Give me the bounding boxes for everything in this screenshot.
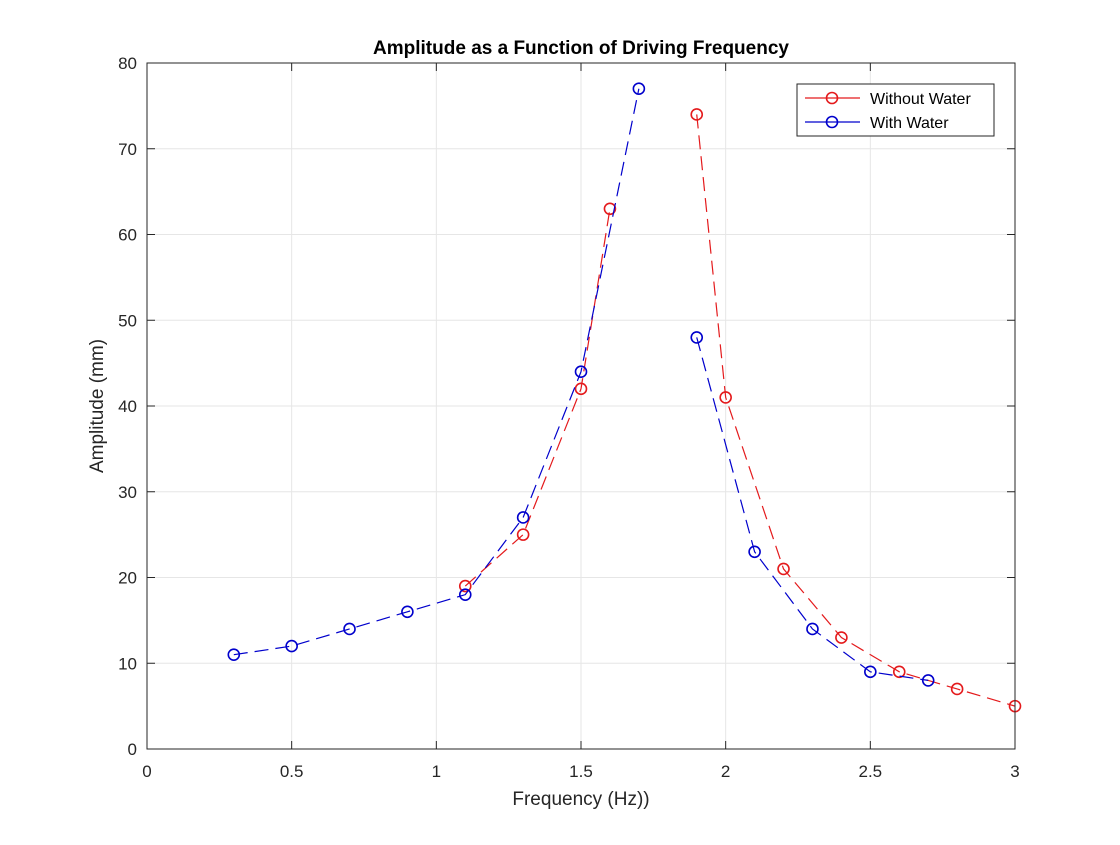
y-tick-label: 0 [128, 740, 137, 759]
data-point-without-water [574, 382, 588, 396]
data-point-with-water [285, 639, 298, 653]
data-point-without-water [516, 528, 530, 541]
data-point-with-water [574, 365, 588, 379]
x-tick-label: 3 [1010, 762, 1019, 781]
y-tick-label: 40 [118, 397, 137, 416]
x-tick-label: 2 [721, 762, 730, 781]
data-point-without-water [777, 562, 790, 576]
data-point-with-water [632, 82, 646, 96]
data-point-with-water [921, 674, 935, 687]
data-point-without-water [719, 391, 732, 404]
series-line-with-water [696, 337, 929, 681]
data-point-without-water [835, 631, 848, 644]
data-point-with-water [458, 588, 472, 601]
data-point-without-water [690, 108, 704, 121]
legend-marker-with-water [825, 115, 839, 129]
data-point-with-water [864, 665, 877, 679]
data-point-with-water [516, 511, 530, 524]
x-tick-label: 2.5 [859, 762, 883, 781]
data-point-without-water [603, 202, 617, 216]
chart-title: Amplitude as a Function of Driving Frequ… [373, 38, 789, 59]
data-point-with-water [343, 622, 356, 636]
series-line-without-water [696, 114, 1016, 707]
y-tick-label: 30 [118, 483, 137, 502]
x-tick-label: 1 [432, 762, 441, 781]
data-point-without-water [458, 579, 472, 593]
y-tick-label: 50 [118, 311, 137, 330]
legend: Without Water With Water [796, 83, 995, 137]
data-point-with-water [690, 331, 704, 344]
y-tick-label: 70 [118, 140, 137, 159]
series-layer [227, 82, 1022, 713]
data-point-without-water [892, 665, 906, 679]
y-tick-label: 20 [118, 569, 137, 588]
y-tick-label: 60 [118, 226, 137, 245]
y-tick-label: 10 [118, 654, 137, 673]
x-tick-label: 0.5 [280, 762, 304, 781]
series-with-water [227, 82, 935, 687]
y-axis-title: Amplitude (mm) [87, 339, 108, 473]
data-point-without-water [950, 682, 964, 696]
series-line-with-water [233, 88, 640, 656]
data-point-with-water [401, 605, 414, 619]
legend-label-without-water: Without Water [870, 91, 971, 108]
data-point-with-water [806, 622, 819, 636]
data-point-with-water [227, 648, 241, 661]
data-point-with-water [748, 545, 761, 559]
x-axis-title: Frequency (Hz)) [512, 789, 649, 810]
legend-marker-without-water [825, 91, 839, 105]
x-tick-label: 0 [142, 762, 151, 781]
legend-label-with-water: With Water [870, 115, 949, 132]
y-tick-label: 80 [118, 54, 137, 73]
x-tick-label: 1.5 [569, 762, 593, 781]
